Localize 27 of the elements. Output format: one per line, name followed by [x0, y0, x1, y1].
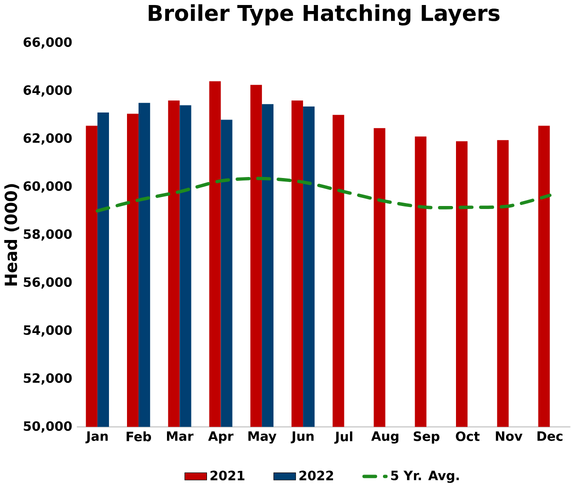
x-tick-label: May: [248, 431, 276, 444]
x-tick-label: Oct: [456, 431, 480, 441]
y-tick-label: 66,000: [24, 37, 72, 48]
x-tick-label: Aug: [371, 431, 398, 444]
x-tick-label: Apr: [208, 431, 234, 444]
y-tick-label: 50,000: [24, 421, 72, 432]
legend-label: 2022: [299, 470, 334, 480]
legend-label: 5 Yr. Avg.: [391, 470, 459, 483]
x-tick-label: Dec: [538, 431, 562, 441]
y-axis-title: Head (000): [4, 184, 20, 286]
y-tick-label: 64,000: [24, 85, 72, 96]
x-tick-label: Jan: [85, 431, 108, 444]
y-tick-label: 62,000: [24, 133, 72, 144]
x-tick-label: Mar: [166, 431, 194, 441]
y-tick-label: 56,000: [24, 277, 72, 288]
x-tick-label: Jul: [334, 431, 352, 444]
line-series: [96, 176, 552, 212]
chart-title: Broiler Type Hatching Layers: [148, 4, 500, 26]
y-tick-label: 58,000: [24, 229, 72, 240]
legend-label: 2021: [210, 470, 244, 480]
x-tick-label: Sep: [414, 431, 440, 444]
x-tick-label: Jun: [290, 431, 314, 444]
y-tick-label: 52,000: [24, 373, 72, 384]
y-tick-label: 60,000: [24, 181, 72, 192]
x-tick-label: Feb: [126, 431, 152, 442]
x-tick-label: Nov: [496, 431, 522, 441]
y-tick-label: 54,000: [24, 325, 72, 336]
